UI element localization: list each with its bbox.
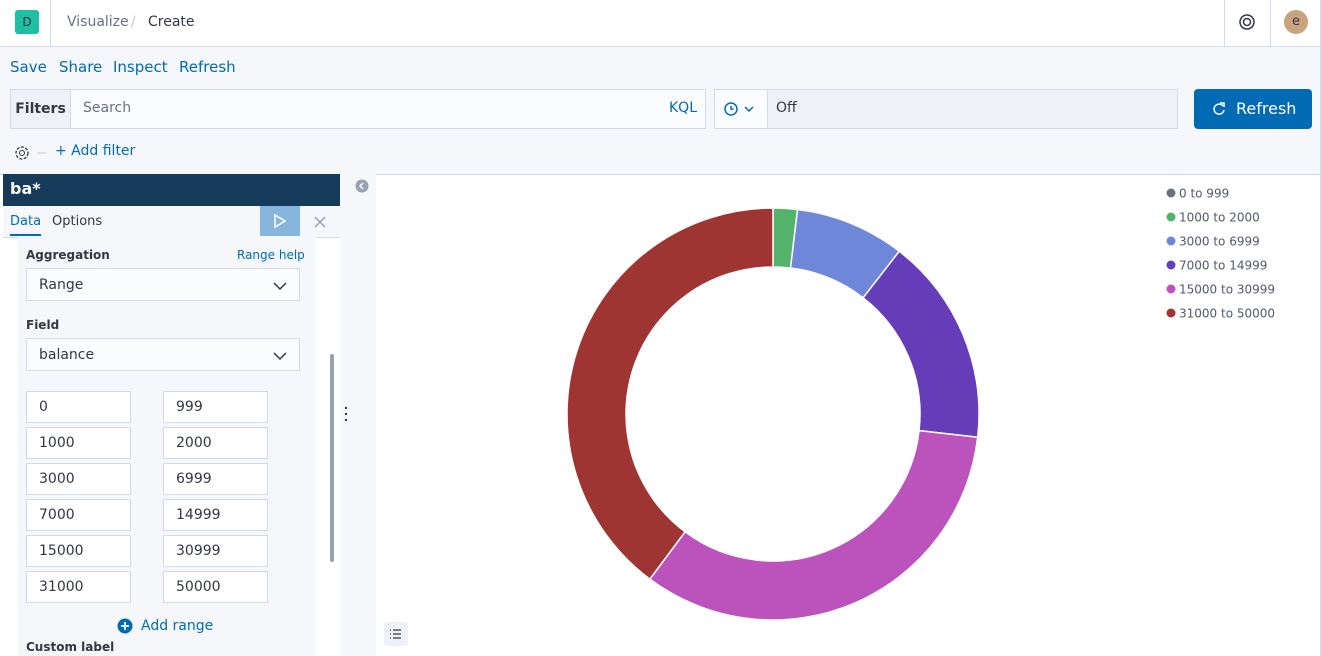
chevron: [273, 352, 287, 361]
menu-item[interactable]: Inspect: [113, 58, 168, 76]
field-select[interactable]: balance: [26, 338, 300, 371]
discard-button[interactable]: [312, 214, 328, 230]
search-placeholder: Search: [83, 100, 132, 116]
avatar[interactable]: e: [1284, 10, 1308, 34]
legend-label[interactable]: 1000 to 2000: [1179, 211, 1260, 225]
legend-label[interactable]: 3000 to 6999: [1179, 235, 1260, 249]
filters-label: Filters: [11, 90, 71, 128]
refresh-icon: [1213, 102, 1225, 115]
menu-item[interactable]: Refresh: [179, 58, 236, 76]
add-range[interactable]: Add range: [141, 618, 214, 634]
tab[interactable]: Options: [52, 214, 103, 229]
range-value: 2000: [176, 435, 212, 451]
chart: 0 to 999 1000 to 2000 3000 to 6999 7000 to …: [566, 187, 1275, 621]
quick-menu[interactable]: [715, 90, 768, 128]
range-to[interactable]: 2000: [163, 427, 268, 459]
list-icon: [390, 629, 401, 639]
add-icon: [117, 618, 133, 634]
slice: [566, 207, 774, 581]
clock-icon: [724, 102, 754, 116]
add-filter[interactable]: + Add filter: [55, 143, 136, 159]
legend-swatch: [1166, 308, 1176, 318]
range-from[interactable]: 31000: [26, 571, 131, 603]
collapse-icon[interactable]: [355, 179, 369, 193]
filter-settings[interactable]: [13, 144, 49, 162]
range-value: 15000: [39, 543, 84, 559]
legend-label[interactable]: 0 to 999: [1179, 187, 1229, 201]
breadcrumb[interactable]: Visualize: [67, 14, 129, 30]
range-to[interactable]: 14999: [163, 499, 268, 531]
legend-swatch: [1166, 188, 1176, 198]
legend-swatch: [1166, 284, 1176, 294]
chevron: [273, 282, 287, 291]
drag-handle[interactable]: [343, 405, 349, 423]
help-link[interactable]: Range help: [237, 248, 305, 262]
divider: [50, 0, 51, 46]
apply-button[interactable]: [260, 206, 300, 236]
help-icon[interactable]: [1238, 13, 1256, 31]
range-from[interactable]: 3000: [26, 463, 131, 495]
range-value: 14999: [176, 507, 221, 523]
range-from[interactable]: 0: [26, 391, 131, 423]
legend-swatch: [1166, 212, 1176, 222]
aggregation-select[interactable]: Range: [26, 268, 300, 301]
space-logo[interactable]: D: [15, 10, 39, 34]
select-value: balance: [39, 347, 95, 363]
legend-swatch: [1166, 260, 1176, 270]
refresh-button[interactable]: Refresh: [1194, 89, 1312, 129]
scrollbar: [330, 354, 334, 562]
legend-toggle[interactable]: [384, 622, 408, 646]
select-value: Range: [39, 277, 84, 293]
query-input[interactable]: [10, 89, 706, 129]
legend-label[interactable]: 31000 to 50000: [1179, 307, 1275, 321]
divider: [1224, 0, 1225, 46]
legend-swatch: [1166, 236, 1176, 246]
menu-item[interactable]: Share: [59, 58, 103, 76]
range-to[interactable]: 6999: [163, 463, 268, 495]
index-pattern: ba*: [3, 174, 340, 206]
divider: [1270, 0, 1271, 46]
field-label: Field: [26, 318, 60, 332]
range-value: 7000: [39, 507, 75, 523]
range-from[interactable]: 7000: [26, 499, 131, 531]
legend-label[interactable]: 15000 to 30999: [1179, 283, 1275, 297]
refresh-label: Refresh: [1236, 99, 1297, 118]
range-value: 31000: [39, 579, 84, 595]
range-value: 30999: [176, 543, 221, 559]
language-switcher[interactable]: KQL: [669, 100, 697, 116]
menu-item[interactable]: Save: [10, 58, 47, 76]
range-value: 50000: [176, 579, 221, 595]
play-icon: [274, 213, 287, 229]
field-label: Custom label: [26, 640, 115, 654]
slice: [862, 250, 980, 439]
separator: /: [131, 14, 136, 30]
tab[interactable]: Data: [10, 214, 42, 236]
range-to[interactable]: 30999: [163, 535, 268, 567]
range-to[interactable]: 999: [163, 391, 268, 423]
range-from[interactable]: 1000: [26, 427, 131, 459]
edge: [1320, 0, 1322, 656]
range-from[interactable]: 15000: [26, 535, 131, 567]
range-to[interactable]: 50000: [163, 571, 268, 603]
range-value: 999: [176, 399, 203, 415]
refresh-interval: Off: [776, 100, 797, 116]
range-value: 6999: [176, 471, 212, 487]
date-picker[interactable]: [714, 89, 1178, 129]
breadcrumb: Create: [148, 14, 195, 30]
legend-label[interactable]: 7000 to 14999: [1179, 259, 1267, 273]
range-value: 1000: [39, 435, 75, 451]
slice: [648, 429, 979, 621]
top-nav: D Visualize / Create e: [0, 0, 1322, 47]
range-value: 0: [39, 399, 48, 415]
field-label: Aggregation: [26, 248, 110, 262]
range-value: 3000: [39, 471, 75, 487]
